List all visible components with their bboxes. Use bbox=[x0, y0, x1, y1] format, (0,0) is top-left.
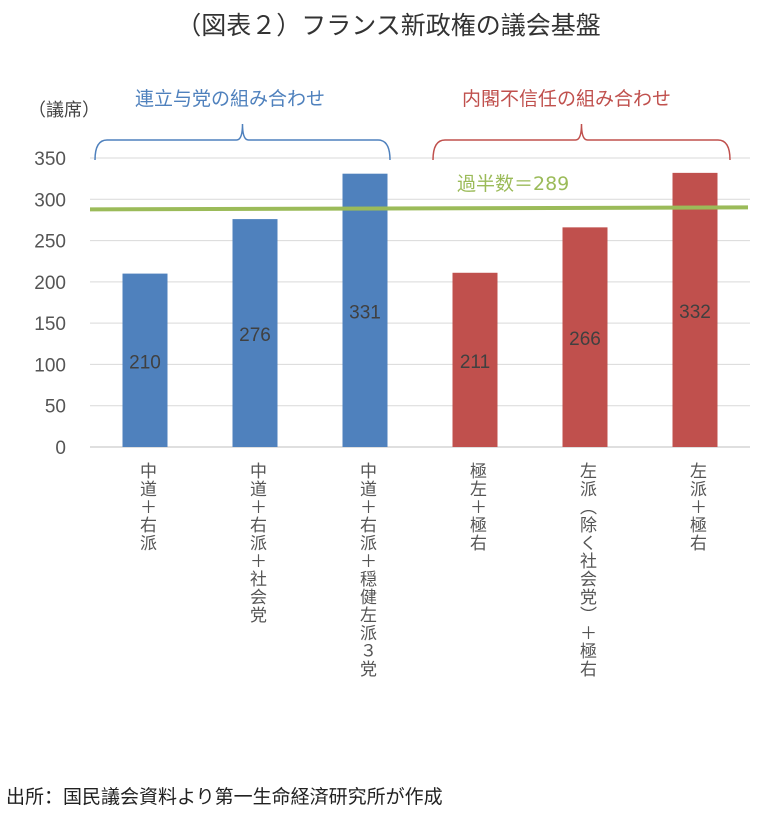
data-label: 332 bbox=[679, 302, 711, 323]
group-label-coalition: 連立与党の組み合わせ bbox=[135, 88, 326, 110]
source-note: 出所：国民議会資料より第一生命経済研究所が作成 bbox=[6, 786, 443, 808]
data-label: 266 bbox=[569, 329, 601, 350]
y-tick-label: 250 bbox=[34, 232, 66, 253]
data-label: 331 bbox=[349, 302, 381, 323]
bar bbox=[232, 219, 278, 447]
no-confidence-bracket bbox=[432, 123, 731, 161]
majority-line-label: 過半数＝289 bbox=[457, 173, 569, 195]
x-tick-label: 中道＋右派 bbox=[136, 462, 156, 552]
y-tick-label: 300 bbox=[34, 190, 66, 211]
bar bbox=[342, 173, 388, 447]
x-tick-label: 左派（除く社会党）＋極右 bbox=[576, 462, 596, 678]
majority-line bbox=[89, 205, 749, 212]
x-tick-label: 中道＋右派＋社会党 bbox=[246, 462, 266, 624]
x-tick-label: 左派＋極右 bbox=[686, 462, 706, 552]
coalition-bracket bbox=[94, 123, 391, 161]
y-tick-label: 100 bbox=[34, 355, 66, 376]
y-tick-label: 350 bbox=[34, 149, 66, 170]
y-tick-label: 200 bbox=[34, 273, 66, 294]
group-label-no-confidence: 内閣不信任の組み合わせ bbox=[462, 88, 672, 110]
y-tick-label: 50 bbox=[45, 397, 66, 418]
data-label: 276 bbox=[239, 325, 271, 346]
bar bbox=[672, 172, 718, 447]
data-label: 210 bbox=[129, 352, 161, 373]
y-tick-label: 0 bbox=[55, 438, 66, 459]
x-tick-label: 極左＋極右 bbox=[466, 462, 486, 552]
bar bbox=[122, 273, 168, 447]
y-tick-label: 150 bbox=[34, 314, 66, 335]
y-axis-label: （議席） bbox=[28, 100, 100, 121]
bar bbox=[562, 227, 608, 447]
chart-title: （図表２）フランス新政権の議会基盤 bbox=[176, 11, 601, 40]
bar bbox=[452, 272, 498, 447]
data-label: 211 bbox=[460, 352, 490, 373]
x-tick-label: 中道＋右派＋穏健左派３党 bbox=[356, 462, 376, 678]
